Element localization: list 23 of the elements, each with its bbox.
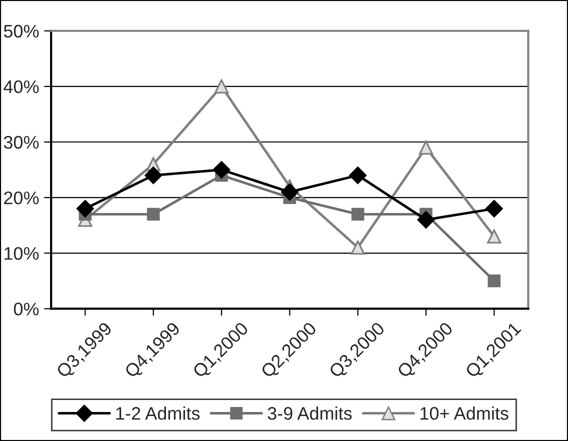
y-tick-label: 0% [14,302,39,316]
y-tick-label: 20% [4,192,39,204]
point [417,211,435,228]
point [351,208,364,221]
point [146,208,160,221]
y-tick-label: 30% [4,136,39,149]
point [349,166,367,184]
y-tick-label: 10% [4,247,39,260]
legend-label: 1-2 Admits [116,406,200,420]
point [485,200,503,218]
point [350,240,365,255]
point [144,166,162,184]
point [488,274,501,288]
point [76,200,94,218]
point [487,229,502,244]
y-tick-label: 40% [4,80,39,94]
point [212,161,230,178]
point [418,140,434,155]
point [280,183,298,201]
point [214,79,229,94]
y-tick-label: 50% [4,24,39,38]
legend-label: 10+ Admits [420,406,508,420]
legend-label: 3-9 Admits [268,406,352,420]
